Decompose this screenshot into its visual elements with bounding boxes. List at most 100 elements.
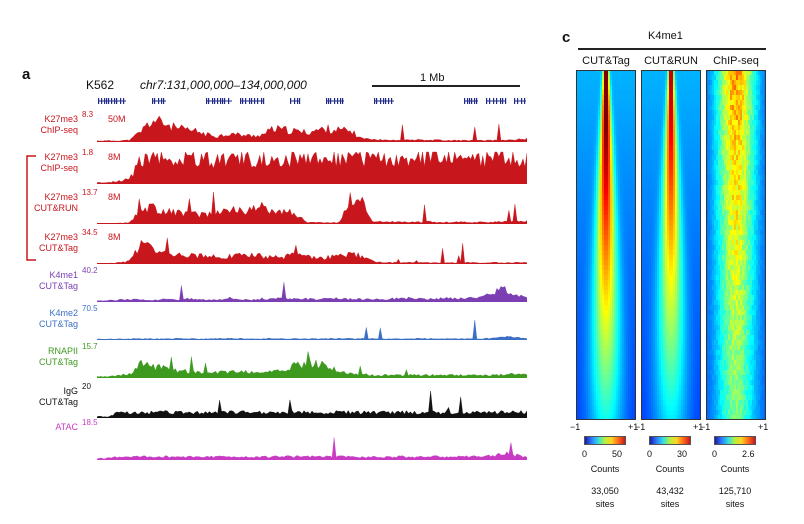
heatmap-cell <box>716 120 719 126</box>
heatmap-cell <box>584 355 587 361</box>
heatmap-cell <box>598 255 601 261</box>
heatmap-cell <box>706 75 709 81</box>
heatmap-cell <box>665 275 668 281</box>
heatmap-cell <box>608 80 611 86</box>
heatmap-cell <box>683 325 686 331</box>
heatmap-cell <box>750 135 753 141</box>
heatmap-cell <box>685 160 688 166</box>
heatmap-cell <box>762 165 765 171</box>
gene-exon <box>104 98 106 104</box>
heatmap-cell <box>594 240 597 246</box>
heatmap-cell <box>651 140 654 146</box>
heatmap-cell <box>578 215 581 221</box>
heatmap-cell <box>626 360 629 366</box>
heatmap-cell <box>693 190 696 196</box>
heatmap-cell <box>677 190 680 196</box>
heatmap-cell <box>659 290 662 296</box>
heatmap-cell <box>689 380 692 386</box>
heatmap-cell <box>624 110 627 116</box>
heatmap-cell <box>582 85 585 91</box>
heatmap-cell <box>754 105 757 111</box>
heatmap-cell <box>663 390 666 396</box>
heatmap-cell <box>620 275 623 281</box>
heatmap-cell <box>728 135 731 141</box>
heatmap-cell <box>618 300 621 306</box>
heatmap-cell <box>628 390 631 396</box>
heatmap-cell <box>760 145 763 151</box>
heatmap-cell <box>576 400 579 406</box>
heatmap-cell <box>600 80 603 86</box>
heatmap-cell <box>667 155 670 161</box>
heatmap-cell <box>689 305 692 311</box>
heatmap-cell <box>689 95 692 101</box>
heatmap-cell <box>712 165 715 171</box>
heatmap-cell <box>600 270 603 276</box>
heatmap-cell <box>598 170 601 176</box>
heatmap-cell <box>673 380 676 386</box>
heatmap-cell <box>677 320 680 326</box>
gene-exon <box>374 98 376 104</box>
heatmap-cell <box>657 320 660 326</box>
heatmap-cell <box>576 190 579 196</box>
heatmap-cell <box>576 255 579 261</box>
heatmap-cell <box>604 340 607 346</box>
heatmap-cell <box>647 360 650 366</box>
heatmap-cell <box>693 120 696 126</box>
heatmap-cell <box>669 130 672 136</box>
track-label: K4me2 CUT&Tag <box>0 308 78 330</box>
heatmap-cell <box>584 155 587 161</box>
heatmap-cell <box>604 100 607 106</box>
heatmap-cell <box>681 390 684 396</box>
heatmap-cell <box>750 165 753 171</box>
heatmap-cell <box>616 380 619 386</box>
heatmap-cell <box>657 260 660 266</box>
heatmap-cell <box>630 415 633 420</box>
heatmap-cell <box>592 180 595 186</box>
heatmap-cell <box>760 125 763 131</box>
heatmap-cell <box>675 380 678 386</box>
heatmap-cell <box>722 170 725 176</box>
heatmap-cell <box>632 335 635 341</box>
heatmap-cell <box>716 80 719 86</box>
heatmap-cell <box>647 115 650 121</box>
heatmap-cell <box>647 390 650 396</box>
heatmap-cell <box>681 195 684 201</box>
heatmap-cell <box>687 275 690 281</box>
heatmap-cell <box>681 200 684 206</box>
heatmap-cell <box>649 200 652 206</box>
heatmap-cell <box>673 125 676 131</box>
heatmap-cell <box>675 300 678 306</box>
heatmap-cell <box>632 410 635 416</box>
sites-count: 43,432 <box>656 486 684 496</box>
heatmap-cell <box>691 155 694 161</box>
heatmap-cell <box>679 405 682 411</box>
heatmap-cell <box>632 255 635 261</box>
heatmap-cell <box>643 150 646 156</box>
heatmap-cell <box>622 335 625 341</box>
heatmap-cell <box>620 210 623 216</box>
heatmap-cell <box>600 260 603 266</box>
heatmap-cell <box>679 135 682 141</box>
heatmap-cell <box>598 375 601 381</box>
heatmap-cell <box>673 85 676 91</box>
heatmap-cell <box>626 270 629 276</box>
heatmap-cell <box>641 125 644 131</box>
heatmap-cell <box>649 250 652 256</box>
heatmap-cell <box>602 325 605 331</box>
heatmap-cell <box>618 305 621 311</box>
heatmap-cell <box>606 245 609 251</box>
heatmap-cell <box>714 100 717 106</box>
heatmap-cell <box>608 315 611 321</box>
heatmap-cell <box>677 165 680 171</box>
heatmap-cell <box>663 325 666 331</box>
heatmap-cell <box>588 360 591 366</box>
heatmap-cell <box>687 320 690 326</box>
heatmap-cell <box>738 105 741 111</box>
heatmap-cell <box>685 140 688 146</box>
heatmap-cell <box>584 80 587 86</box>
heatmap-cell <box>681 325 684 331</box>
heatmap-cell <box>659 240 662 246</box>
heatmap-cell <box>620 85 623 91</box>
heatmap-cell <box>742 150 745 156</box>
heatmap-cell <box>612 415 615 420</box>
